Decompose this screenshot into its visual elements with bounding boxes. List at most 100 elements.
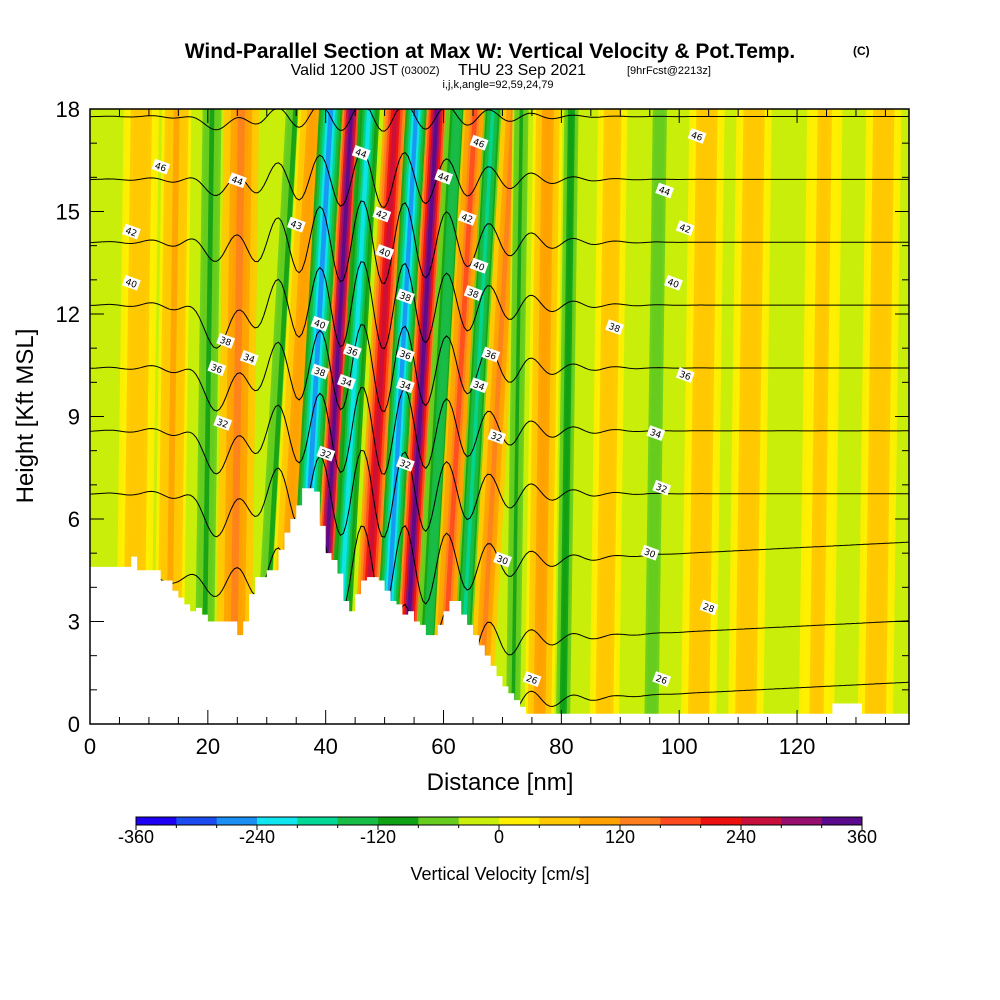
contour-label-text: 42 (374, 209, 388, 222)
contour-label-box (646, 425, 666, 442)
contour-label-box (522, 671, 542, 688)
contour-label-text: 34 (242, 353, 256, 366)
contour-label-box (395, 288, 415, 305)
contour-label: 40 (310, 315, 330, 332)
colorbar: -360 -240 -120 0 120 240 360 (118, 816, 877, 847)
contour-label: 28 (699, 599, 719, 616)
contour-label: 34 (395, 377, 415, 393)
contour-label-box (652, 479, 672, 496)
y-tick-label: 0 (68, 712, 80, 737)
colorbar-tick-label: -240 (239, 827, 275, 847)
colorbar-swatch (579, 817, 621, 825)
y-tick-label: 3 (68, 610, 80, 635)
theta-contour-42 (90, 150, 909, 208)
vertical-velocity-field (115, 109, 902, 724)
contour-label-box (469, 257, 489, 274)
theta-contour-40 (90, 200, 909, 285)
theta-contour-44 (90, 109, 909, 132)
chart-title: Wind-Parallel Section at Max W: Vertical… (185, 40, 796, 63)
contour-label-box (286, 216, 306, 233)
colorbar-swatch (176, 817, 218, 825)
contour-label-box (122, 223, 141, 240)
contour-label-text: 32 (215, 418, 229, 431)
contour-label-box (310, 315, 330, 332)
contour-label-text: 34 (339, 377, 353, 390)
contour-label-text: 32 (398, 459, 412, 472)
contour-label-text: 38 (218, 336, 232, 349)
colorbar-swatch (660, 817, 702, 825)
colorbar-tick-label: 360 (847, 827, 877, 847)
contour-label: 40 (122, 274, 141, 291)
contour-label: 44 (434, 168, 454, 185)
contour-label-text: 38 (607, 322, 621, 335)
contour-label-text: 32 (489, 431, 503, 444)
contour-label-text: 42 (678, 223, 692, 236)
contour-label-text: 42 (460, 213, 474, 226)
w-band (324, 109, 380, 724)
contour-label-box (310, 363, 330, 380)
colorbar-swatch (337, 817, 379, 825)
colorbar-swatch (741, 817, 782, 825)
contour-label-box (372, 206, 392, 223)
contour-label-text: 34 (471, 380, 485, 393)
forecast-tag: [9hrFcst@2213z] (627, 65, 711, 77)
contour-label-text: 44 (657, 185, 671, 198)
contour-label: 42 (675, 220, 695, 236)
contour-label: 36 (207, 360, 227, 376)
w-band-layer (333, 109, 372, 724)
x-tick-label: 40 (313, 734, 337, 759)
contour-label-text: 30 (495, 554, 509, 567)
contour-label-text: 32 (318, 448, 332, 461)
y-tick-label: 15 (56, 200, 80, 225)
contour-label-box (434, 168, 454, 185)
contour-label-text: 43 (289, 219, 303, 232)
colorbar-swatch (620, 817, 661, 825)
y-tick-label: 18 (56, 97, 80, 122)
contour-label: 44 (351, 145, 371, 161)
contour-label-text: 46 (153, 161, 167, 174)
w-band (727, 109, 772, 724)
contour-label-box (699, 599, 719, 616)
contour-label: 42 (372, 206, 392, 223)
contour-label-box (481, 346, 501, 363)
colorbar-swatch (458, 817, 500, 825)
contour-label-box (652, 671, 672, 688)
contour-label-box (122, 274, 141, 291)
contour-label: 32 (213, 414, 233, 431)
contour-label: 34 (337, 373, 356, 390)
w-band (524, 109, 563, 724)
colorbar-swatch (418, 817, 460, 825)
contour-label-box (469, 377, 489, 394)
colorbar-swatch (700, 817, 742, 825)
contour-label: 46 (469, 134, 489, 151)
x-tick-label: 80 (549, 734, 573, 759)
w-band-layer (812, 109, 829, 724)
y-tick-label: 6 (68, 507, 80, 532)
w-band (680, 109, 725, 724)
contour-label: 30 (493, 551, 513, 568)
terrain-mask (90, 488, 909, 724)
contour-label-text: 34 (398, 380, 412, 393)
contour-label: 36 (342, 343, 362, 359)
contour-label-text: 38 (398, 291, 412, 304)
contour-label-text: 40 (471, 260, 485, 273)
theta-contour-38 (90, 261, 909, 350)
contour-label-box (640, 544, 660, 561)
w-band-layer (561, 109, 574, 724)
w-band (504, 109, 531, 724)
colorbar-swatch (136, 817, 177, 825)
contour-label-text: 46 (689, 131, 703, 144)
colorbar-swatch (378, 817, 419, 825)
contour-label-text: 36 (678, 370, 692, 383)
w-band-layer (201, 109, 215, 724)
colorbar-swatch (781, 817, 823, 825)
contour-label-text: 26 (524, 674, 538, 687)
theta-contour-34 (90, 386, 909, 475)
theta-contour-labels: 46 44 42 40 43 38 34 36 32 40 38 32 44 42 40 36 34 38 36 34… (122, 127, 719, 688)
contour-label-box (337, 373, 356, 390)
contour-label: 32 (316, 445, 336, 462)
contour-label-text: 36 (209, 363, 223, 376)
plot-area: 46 44 42 40 43 38 34 36 32 40 38 32 44 42 40 36 34 38 36 34… (90, 109, 909, 724)
contour-label-text: 38 (466, 288, 480, 301)
contour-label-box (469, 134, 489, 151)
